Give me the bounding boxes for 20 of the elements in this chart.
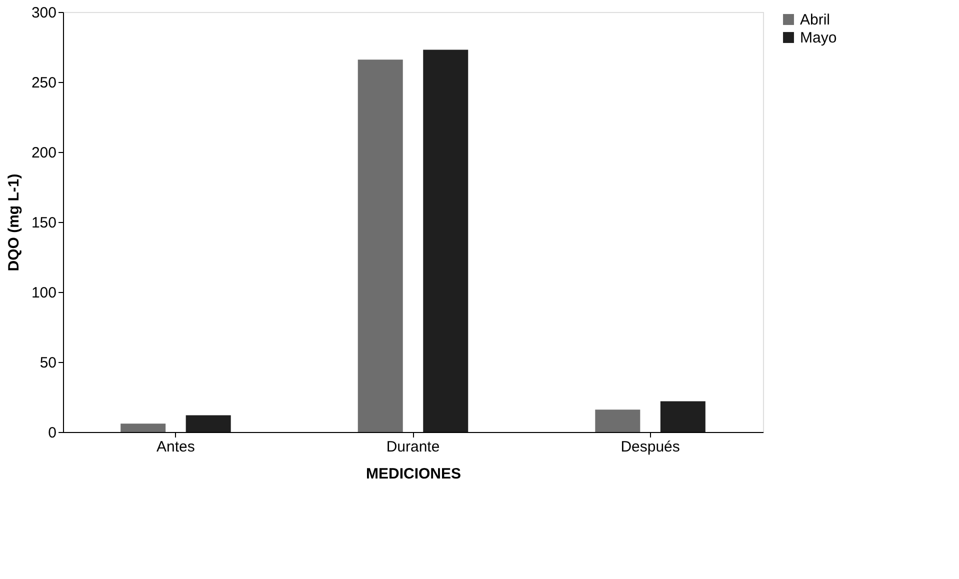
y-tick-label: 300 <box>31 4 56 22</box>
bar <box>595 410 640 432</box>
bar <box>660 401 706 432</box>
x-axis-title: MEDICIONES <box>366 466 462 482</box>
y-tick-label: 200 <box>31 144 56 162</box>
y-tick-label: 50 <box>40 354 56 372</box>
y-tick-label: 150 <box>31 214 56 232</box>
bar <box>423 50 468 432</box>
legend-label: Mayo <box>800 30 837 46</box>
legend-label: Abril <box>800 12 830 28</box>
bar <box>120 424 166 432</box>
y-tick-label: 100 <box>31 284 56 302</box>
bar <box>186 415 231 432</box>
x-tick-label: Después <box>620 438 680 456</box>
y-axis-title: DQO (mg L-1) <box>5 174 22 272</box>
bar <box>358 60 403 432</box>
x-tick-label: Durante <box>386 438 440 456</box>
y-tick-label: 0 <box>48 424 56 442</box>
x-tick-label: Antes <box>156 438 195 456</box>
y-tick-label: 250 <box>31 74 56 92</box>
